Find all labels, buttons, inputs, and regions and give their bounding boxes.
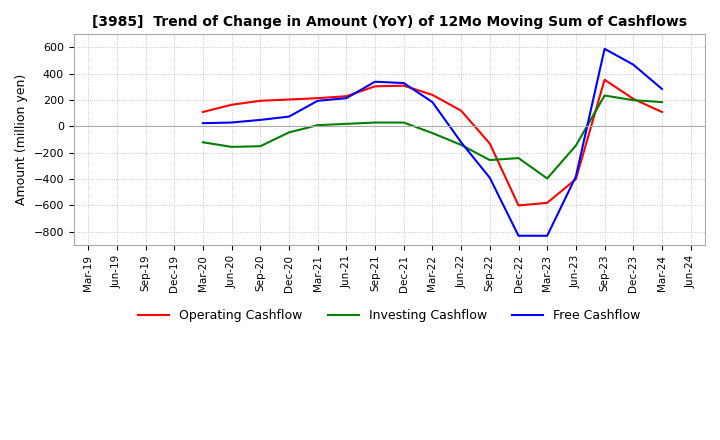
- Free Cashflow: [199, 121, 207, 126]
- Investing Cashflow: [342, 121, 351, 126]
- Free Cashflow: [400, 81, 408, 86]
- Line: Operating Cashflow: Operating Cashflow: [203, 80, 662, 205]
- Free Cashflow: [514, 233, 523, 238]
- Investing Cashflow: [543, 176, 552, 181]
- Investing Cashflow: [371, 120, 379, 125]
- Operating Cashflow: [284, 97, 293, 102]
- Free Cashflow: [428, 99, 437, 105]
- Operating Cashflow: [600, 77, 609, 82]
- Y-axis label: Amount (million yen): Amount (million yen): [15, 74, 28, 205]
- Operating Cashflow: [657, 110, 666, 115]
- Investing Cashflow: [428, 130, 437, 136]
- Investing Cashflow: [572, 143, 580, 148]
- Operating Cashflow: [313, 95, 322, 101]
- Free Cashflow: [456, 139, 465, 145]
- Operating Cashflow: [514, 203, 523, 208]
- Investing Cashflow: [256, 143, 264, 149]
- Free Cashflow: [600, 46, 609, 51]
- Investing Cashflow: [199, 139, 207, 145]
- Investing Cashflow: [514, 155, 523, 161]
- Free Cashflow: [342, 95, 351, 101]
- Operating Cashflow: [342, 94, 351, 99]
- Legend: Operating Cashflow, Investing Cashflow, Free Cashflow: Operating Cashflow, Investing Cashflow, …: [133, 304, 646, 327]
- Investing Cashflow: [629, 98, 638, 103]
- Operating Cashflow: [456, 108, 465, 114]
- Free Cashflow: [657, 86, 666, 92]
- Free Cashflow: [629, 62, 638, 67]
- Free Cashflow: [543, 233, 552, 238]
- Investing Cashflow: [600, 93, 609, 98]
- Free Cashflow: [284, 114, 293, 119]
- Investing Cashflow: [228, 144, 236, 150]
- Operating Cashflow: [228, 102, 236, 107]
- Investing Cashflow: [284, 130, 293, 135]
- Investing Cashflow: [313, 122, 322, 128]
- Line: Free Cashflow: Free Cashflow: [203, 49, 662, 236]
- Investing Cashflow: [657, 99, 666, 105]
- Free Cashflow: [256, 117, 264, 122]
- Line: Investing Cashflow: Investing Cashflow: [203, 95, 662, 179]
- Title: [3985]  Trend of Change in Amount (YoY) of 12Mo Moving Sum of Cashflows: [3985] Trend of Change in Amount (YoY) o…: [92, 15, 687, 29]
- Free Cashflow: [313, 98, 322, 103]
- Operating Cashflow: [485, 141, 494, 146]
- Free Cashflow: [572, 174, 580, 179]
- Operating Cashflow: [543, 200, 552, 205]
- Operating Cashflow: [256, 98, 264, 103]
- Free Cashflow: [228, 120, 236, 125]
- Operating Cashflow: [629, 96, 638, 102]
- Operating Cashflow: [199, 110, 207, 115]
- Operating Cashflow: [371, 84, 379, 89]
- Free Cashflow: [371, 79, 379, 84]
- Investing Cashflow: [485, 158, 494, 163]
- Investing Cashflow: [400, 120, 408, 125]
- Operating Cashflow: [572, 176, 580, 182]
- Free Cashflow: [485, 175, 494, 180]
- Investing Cashflow: [456, 142, 465, 147]
- Operating Cashflow: [400, 83, 408, 88]
- Operating Cashflow: [428, 92, 437, 98]
